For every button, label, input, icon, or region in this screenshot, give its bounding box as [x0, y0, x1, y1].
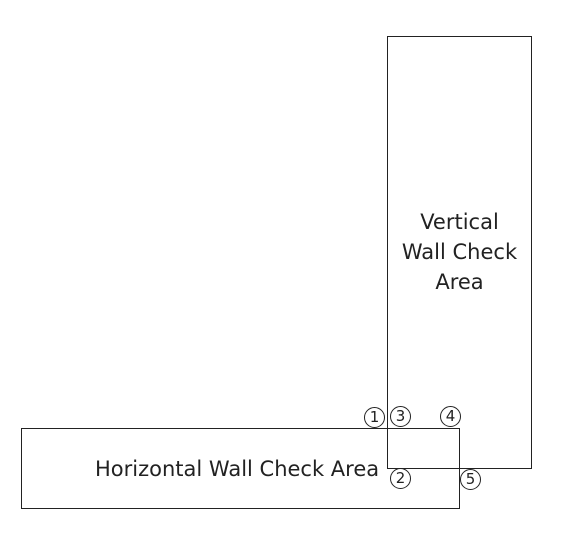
- point-marker-4: 4: [440, 406, 461, 427]
- point-marker-5: 5: [460, 469, 481, 490]
- point-marker-2: 2: [390, 468, 411, 489]
- vertical-label-line-1: Vertical: [420, 210, 499, 234]
- vertical-label-line-3: Area: [435, 270, 484, 294]
- vertical-area-label: Vertical Wall Check Area: [387, 207, 532, 297]
- horizontal-area-label: Horizontal Wall Check Area: [95, 457, 380, 481]
- vertical-label-line-2: Wall Check: [401, 240, 518, 264]
- horizontal-wall-check-area: [21, 428, 460, 509]
- point-marker-3: 3: [390, 406, 411, 427]
- point-marker-1: 1: [364, 407, 385, 428]
